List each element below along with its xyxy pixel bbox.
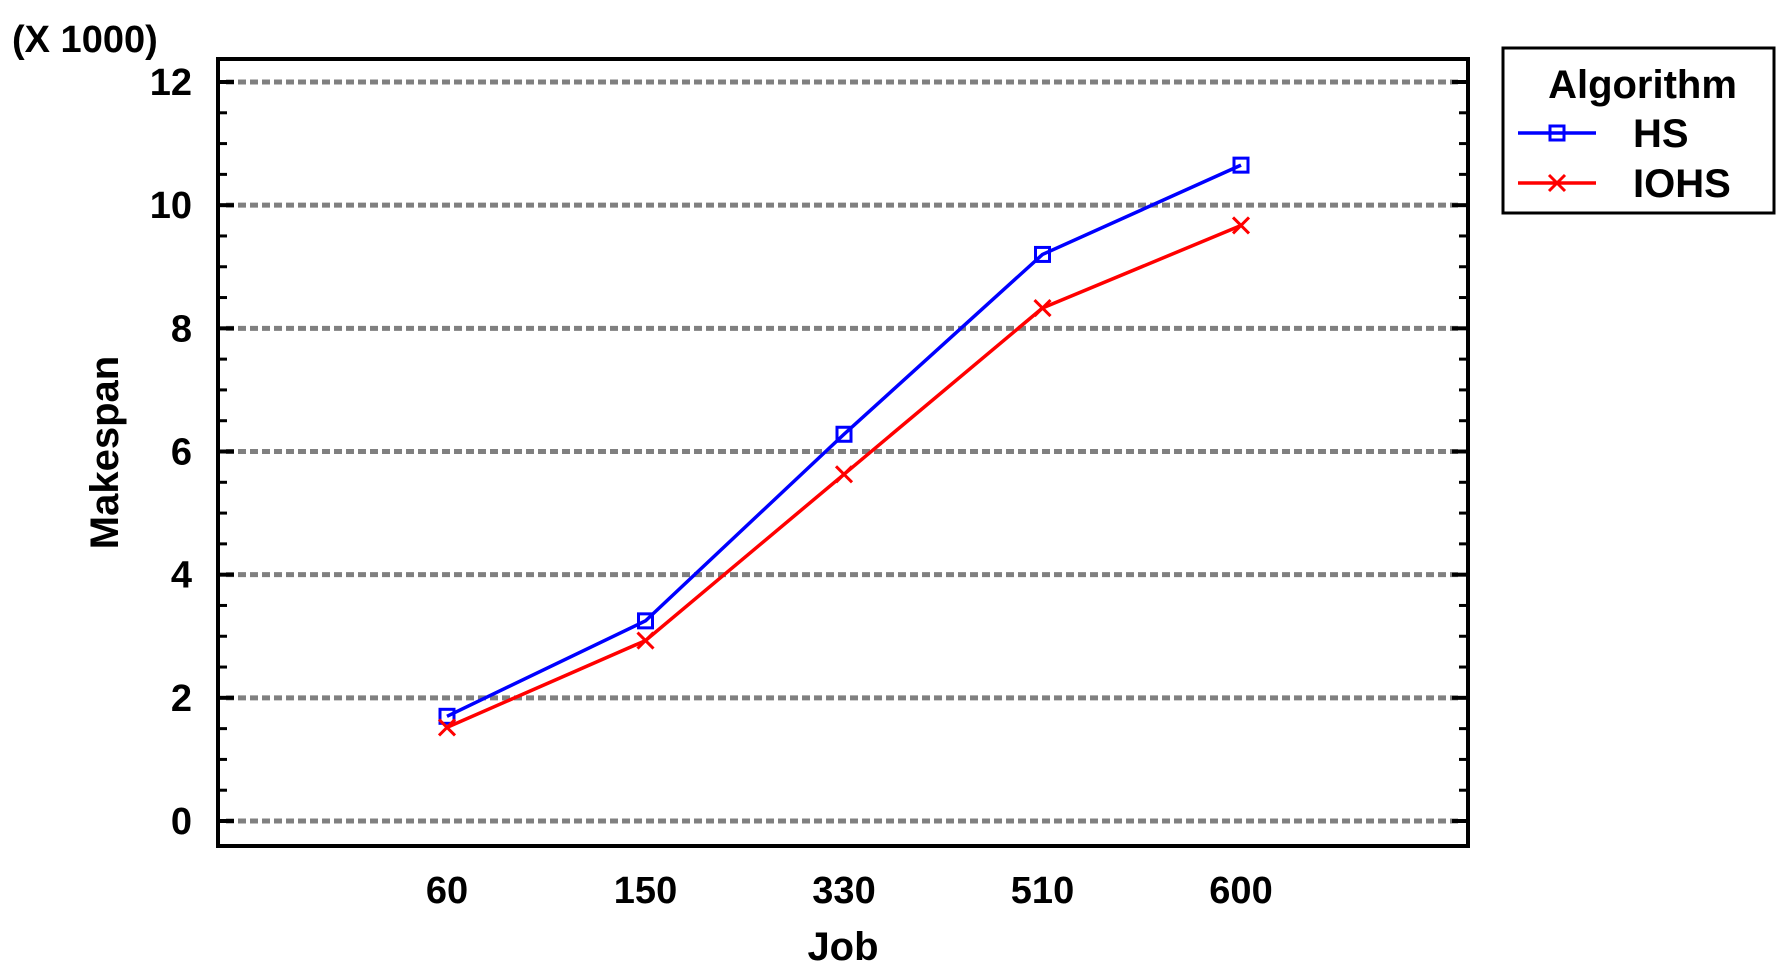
- y-tick-label: 12: [150, 62, 192, 104]
- grid-layer: [226, 79, 1460, 824]
- y-tick-label: 10: [150, 185, 192, 227]
- x-tick-label: 150: [614, 870, 677, 912]
- y-tick-label: 0: [171, 801, 192, 843]
- y-axis-title: Makespan: [83, 356, 127, 549]
- data-point-x-stroke: [1033, 298, 1052, 318]
- data-point-x-stroke: [636, 631, 655, 650]
- data-point-x-stroke: [1547, 173, 1567, 193]
- legend: Algorithm HS IOHS: [1501, 46, 1776, 215]
- legend-entry-iohs: IOHS: [1518, 162, 1731, 206]
- data-point-x: [1033, 298, 1052, 318]
- data-point-x: [834, 465, 854, 484]
- data-point-square: [1034, 245, 1051, 263]
- legend-label: HS: [1633, 112, 1689, 156]
- y-tick-label: 2: [171, 678, 192, 720]
- y-tick-label: 4: [171, 555, 192, 597]
- data-point-x-stroke: [1231, 216, 1251, 235]
- y-multiplier-label: (X 1000): [12, 19, 158, 61]
- data-point-square: [835, 425, 853, 443]
- data-point-x: [437, 718, 457, 737]
- y-tick-label: 6: [171, 432, 192, 474]
- series-line-hs: [446, 163, 1242, 718]
- data-point-square: [1548, 124, 1566, 142]
- legend-box: [1501, 46, 1776, 215]
- series-hs: [438, 156, 1250, 725]
- legend-entry-hs: HS: [1518, 112, 1689, 156]
- series-layer: [437, 156, 1251, 737]
- x-tick-label: 330: [812, 870, 875, 912]
- x-tick-label: 510: [1011, 870, 1074, 912]
- series-iohs: [437, 216, 1251, 737]
- data-point-x: [1547, 173, 1567, 193]
- legend-entries: HS IOHS: [1518, 112, 1731, 206]
- data-point-square: [1232, 156, 1250, 174]
- tick-layer: [218, 80, 1468, 823]
- x-tick-label: 600: [1209, 870, 1272, 912]
- data-point-x-stroke: [834, 465, 854, 484]
- data-point-x-stroke: [437, 718, 457, 737]
- data-point-square: [637, 612, 654, 630]
- legend-title: Algorithm: [1548, 63, 1737, 107]
- x-tick-label: 60: [426, 870, 468, 912]
- data-point-square: [438, 707, 456, 725]
- data-point-x: [636, 631, 655, 650]
- legend-label: IOHS: [1633, 162, 1731, 206]
- y-tick-label: 8: [171, 308, 192, 350]
- label-layer: 0 2 4 6 8 10 12 60 150 330 510 600: [150, 62, 1273, 912]
- x-axis-title: Job: [807, 925, 878, 969]
- series-line-iohs: [446, 223, 1242, 729]
- data-point-x: [1231, 216, 1251, 235]
